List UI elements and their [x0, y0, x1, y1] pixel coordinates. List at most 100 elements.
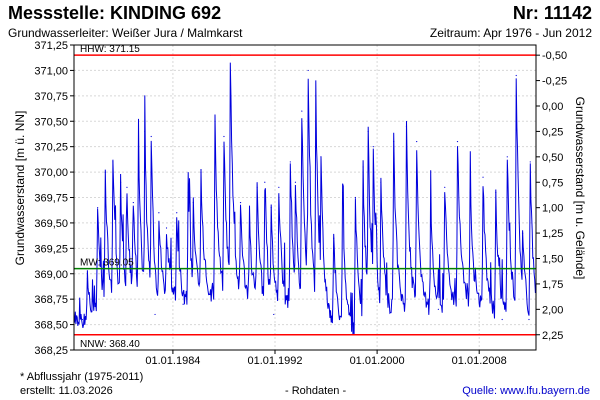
trough-point	[437, 308, 439, 310]
peak-point	[256, 186, 258, 188]
trough-point	[501, 318, 503, 321]
peak-point	[294, 181, 297, 183]
peak-point	[270, 207, 272, 209]
trough-point	[81, 318, 83, 321]
axes: 368,25 368,50 368,75 369,00 369,25 369,50 369,…	[34, 40, 567, 367]
peak-point	[315, 95, 317, 97]
trough-point	[154, 313, 156, 316]
peak-point	[278, 186, 280, 188]
peak-point	[469, 191, 471, 194]
peak-point	[104, 171, 106, 173]
peak-point	[506, 156, 508, 158]
peak-point	[132, 201, 134, 204]
peak-point	[150, 135, 152, 138]
right-tick-label: -0,25	[542, 76, 567, 88]
peak-point	[515, 74, 517, 77]
peak-point	[372, 146, 374, 148]
created-date: erstellt: 11.03.2026	[20, 385, 113, 397]
peak-point	[307, 69, 309, 72]
peak-point	[495, 191, 497, 194]
right-tick-label: 1,00	[542, 203, 563, 215]
peak-point	[192, 201, 194, 204]
y-tick-label: 369,50	[34, 218, 68, 230]
peak-point	[158, 212, 160, 214]
peak-point	[333, 237, 335, 239]
peak-point	[248, 222, 251, 224]
peak-point	[200, 171, 202, 173]
x-tick-label: 01.01.1992	[247, 355, 302, 367]
peak-point	[137, 146, 140, 148]
peak-point	[393, 140, 395, 143]
y-tick-label: 370,25	[34, 142, 68, 154]
x-tick-label: 01.01.2008	[452, 355, 507, 367]
right-tick-label: 0,75	[542, 177, 563, 189]
right-tick-label: 1,50	[542, 254, 563, 266]
y-tick-label: 369,25	[34, 243, 68, 255]
groundwater-level-line	[73, 62, 536, 335]
peak-point	[416, 140, 418, 143]
period-label: Zeitraum: Apr 1976 - Jun 2012	[429, 26, 592, 40]
peak-point	[405, 125, 408, 127]
peak-point	[165, 227, 168, 229]
x-tick-label: 01.01.2000	[350, 355, 405, 367]
series-layer	[73, 54, 536, 336]
y-tick-label: 370,50	[34, 116, 68, 128]
peak-point	[521, 232, 524, 234]
peak-point	[214, 120, 216, 122]
peak-point	[119, 181, 122, 183]
y-tick-label: 368,50	[34, 320, 68, 332]
y-tick-label: 371,25	[34, 40, 68, 52]
peak-point	[320, 156, 322, 158]
right-tick-label: 0,25	[542, 126, 563, 138]
y-tick-label: 368,75	[34, 294, 68, 306]
peak-point	[144, 130, 146, 133]
reference-line-label: MW: 369.05	[80, 258, 134, 269]
right-tick-label: 0,00	[542, 101, 563, 113]
trough-point	[273, 313, 275, 316]
peak-point	[482, 176, 484, 178]
station-number: Nr: 11142	[512, 3, 592, 23]
peak-point	[187, 191, 189, 194]
peak-point	[430, 212, 432, 214]
right-tick-label: 2,00	[542, 304, 563, 316]
peak-point	[342, 191, 344, 194]
peak-point	[354, 196, 357, 199]
y-tick-label: 371,00	[34, 65, 68, 77]
reference-lines: HHW: 371.15 MW: 369.05 NNW: 368.40	[74, 44, 536, 350]
trough-point	[182, 303, 184, 305]
y-tick-label: 369,00	[34, 269, 68, 281]
y-axis-label-left: Grundwasserstand [m ü. NN]	[13, 111, 27, 266]
right-tick-label: 1,25	[542, 228, 563, 240]
peak-point	[456, 140, 459, 143]
peak-point	[367, 130, 369, 133]
peak-point	[223, 135, 225, 138]
peak-point	[362, 166, 364, 168]
peak-point	[97, 207, 99, 209]
right-tick-label: -0,50	[542, 50, 567, 62]
reference-line-label: HHW: 371.15	[80, 44, 140, 55]
station-title: Messstelle: KINDING 692	[8, 3, 222, 23]
x-tick-label: 01.01.1984	[145, 355, 200, 367]
right-tick-label: 2,25	[542, 330, 563, 342]
peak-point	[86, 278, 89, 280]
groundwater-chart: HHW: 371.15 MW: 369.05 NNW: 368.40 368,25 3…	[13, 40, 587, 367]
peak-point	[380, 181, 382, 183]
y-tick-label: 370,00	[34, 167, 68, 179]
rawdata-label: - Rohdaten -	[285, 385, 347, 397]
peak-point	[239, 201, 242, 204]
aquifer-label: Grundwasserleiter: Weißer Jura / Malmkar…	[8, 26, 243, 40]
reference-line-label: NNW: 368.40	[80, 339, 140, 350]
y-tick-label: 368,25	[34, 345, 68, 357]
right-tick-label: 1,75	[542, 279, 563, 291]
right-tick-label: 0,50	[542, 152, 563, 164]
footnote: * Abflussjahr (1975-2011)	[20, 371, 144, 383]
source-link[interactable]: Quelle: www.lfu.bayern.de	[462, 385, 590, 397]
y-axis-label-right: Grundwasserstand [m u. Gelände]	[573, 97, 587, 280]
peak-point	[176, 212, 178, 214]
trough-point	[528, 318, 530, 321]
peak-point	[444, 186, 446, 188]
peak-point	[529, 161, 531, 163]
y-tick-label: 370,75	[34, 91, 68, 103]
peak-point	[289, 161, 291, 163]
peak-point	[301, 110, 303, 112]
